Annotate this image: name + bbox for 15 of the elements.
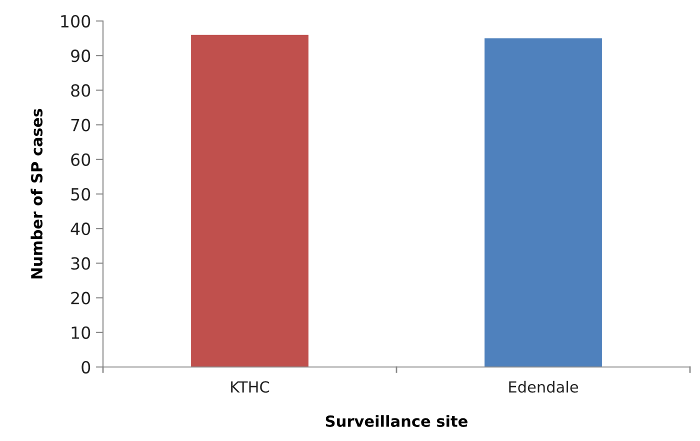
y-tick-label: 90 [71,50,90,62]
y-tick-label: 100 [61,14,90,28]
y-tick-label: 70 [71,118,90,132]
y-tick-label: 80 [71,84,90,97]
y-tick-label: 60 [71,153,90,166]
y-tick-label: 50 [71,188,90,201]
y-tick-label: 10 [72,326,90,339]
y-axis-title: Number of SP cases [30,108,43,278]
y-tick-label: 40 [70,222,90,236]
x-axis-title: Surveillance site [326,415,468,427]
y-tick-label: 0 [82,360,90,374]
y-tick-label: 30 [71,257,90,270]
x-tick-label: KTHC [231,381,270,393]
x-tick-label: Edendale [509,380,578,393]
y-tick-label: 20 [71,292,90,304]
